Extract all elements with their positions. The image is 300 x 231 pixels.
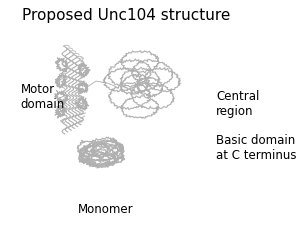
Text: Proposed Unc104 structure: Proposed Unc104 structure xyxy=(22,8,230,23)
Text: Motor
domain: Motor domain xyxy=(21,83,65,111)
Text: Monomer: Monomer xyxy=(78,203,134,216)
Text: Basic domain
at C terminus: Basic domain at C terminus xyxy=(216,134,297,162)
Text: Central
region: Central region xyxy=(216,90,260,118)
